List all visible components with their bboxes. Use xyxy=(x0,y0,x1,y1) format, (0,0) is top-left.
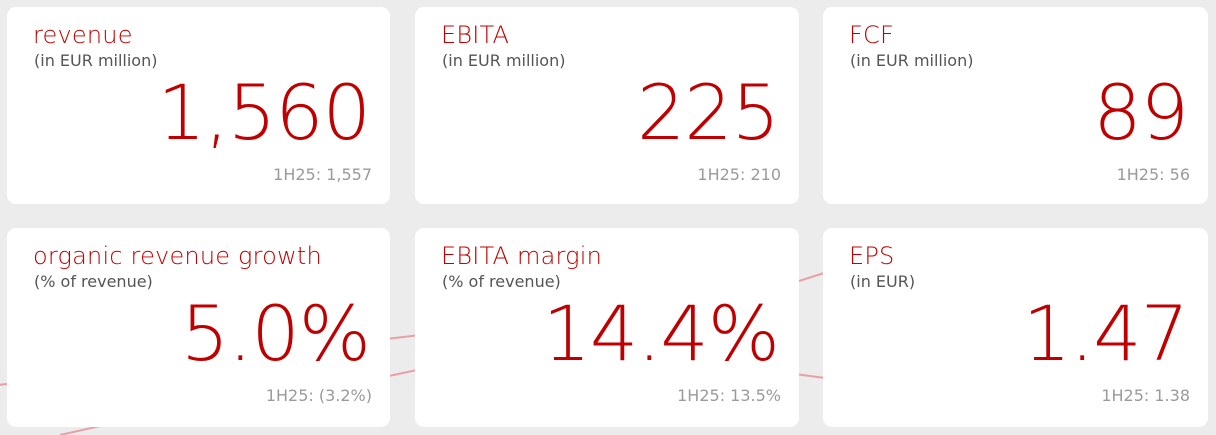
kpi-previous: 1H25: 210 xyxy=(697,165,781,184)
kpi-value: 89 xyxy=(1093,68,1189,157)
kpi-title: EBITA margin xyxy=(441,242,603,270)
kpi-title: revenue xyxy=(33,21,133,49)
kpi-card-organic-revenue-growth: organic revenue growth (% of revenue) 5.… xyxy=(7,228,390,427)
kpi-unit: (in EUR) xyxy=(850,272,916,291)
kpi-title: organic revenue growth xyxy=(33,242,322,270)
kpi-previous: 1H25: 13.5% xyxy=(677,386,781,405)
kpi-unit: (% of revenue) xyxy=(442,272,561,291)
kpi-value: 5.0% xyxy=(180,289,371,378)
kpi-unit: (in EUR million) xyxy=(850,51,974,70)
kpi-previous: 1H25: 1.38 xyxy=(1101,386,1190,405)
kpi-title: FCF xyxy=(849,21,894,49)
kpi-unit: (in EUR million) xyxy=(34,51,158,70)
kpi-title: EPS xyxy=(849,242,895,270)
kpi-value: 14.4% xyxy=(542,289,780,378)
kpi-value: 1,560 xyxy=(157,68,371,157)
kpi-card-ebita: EBITA (in EUR million) 225 1H25: 210 xyxy=(415,7,799,204)
kpi-unit: (in EUR million) xyxy=(442,51,566,70)
kpi-previous: 1H25: 1,557 xyxy=(273,165,372,184)
kpi-card-revenue: revenue (in EUR million) 1,560 1H25: 1,5… xyxy=(7,7,390,204)
kpi-card-fcf: FCF (in EUR million) 89 1H25: 56 xyxy=(823,7,1208,204)
kpi-unit: (% of revenue) xyxy=(34,272,153,291)
kpi-previous: 1H25: 56 xyxy=(1116,165,1190,184)
kpi-card-eps: EPS (in EUR) 1.47 1H25: 1.38 xyxy=(823,228,1208,427)
kpi-card-ebita-margin: EBITA margin (% of revenue) 14.4% 1H25: … xyxy=(415,228,799,427)
kpi-title: EBITA xyxy=(441,21,510,49)
kpi-value: 225 xyxy=(636,68,780,157)
kpi-value: 1.47 xyxy=(1022,289,1189,378)
kpi-previous: 1H25: (3.2%) xyxy=(265,386,372,405)
